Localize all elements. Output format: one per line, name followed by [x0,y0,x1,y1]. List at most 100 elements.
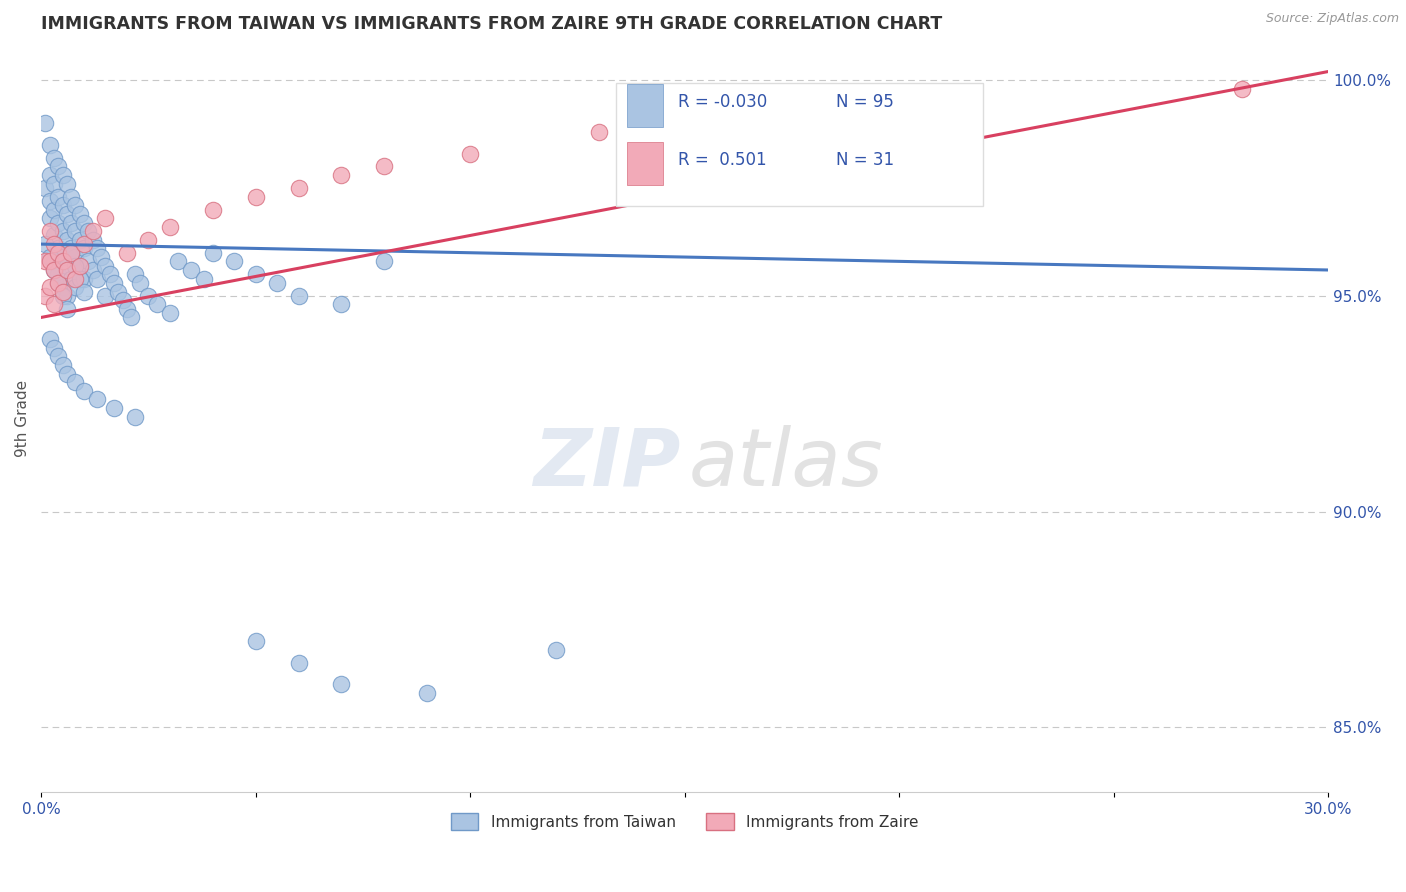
Point [82,224,104,238]
Point [56,207,79,221]
Point [167,254,190,268]
Point [38,137,60,152]
Point [46,160,69,174]
Point [46,245,69,260]
Point [245,634,267,648]
Point [34,254,56,268]
Point [42,228,65,243]
Point [46,189,69,203]
Point [51,198,73,212]
Point [111,293,134,308]
Point [245,189,267,203]
Point [73,241,96,255]
Point [46,268,69,282]
Point [69,207,91,221]
Point [69,271,91,285]
Point [120,310,142,325]
Point [46,276,69,290]
Point [77,224,100,238]
Text: atlas: atlas [689,425,883,502]
Point [138,233,160,247]
Point [65,271,87,285]
Point [115,301,138,316]
Point [1232,82,1254,96]
Point [588,125,610,139]
Point [38,280,60,294]
Point [65,224,87,238]
Point [287,656,309,670]
Point [201,245,224,260]
Point [42,263,65,277]
Point [60,245,83,260]
FancyBboxPatch shape [627,142,662,186]
Point [544,642,567,657]
Point [94,211,117,226]
Point [124,268,146,282]
Point [94,289,117,303]
Point [146,297,169,311]
Point [266,276,288,290]
Point [56,233,79,247]
Point [56,177,79,191]
Point [86,241,108,255]
Point [373,160,395,174]
Point [330,297,353,311]
Point [73,215,96,229]
FancyBboxPatch shape [627,84,662,127]
Text: N = 31: N = 31 [837,151,894,169]
Point [86,392,108,407]
Point [51,250,73,264]
Point [60,245,83,260]
Point [38,224,60,238]
Text: N = 95: N = 95 [837,93,894,111]
Point [34,116,56,130]
Point [65,259,87,273]
Point [107,285,129,299]
Point [42,177,65,191]
Point [51,289,73,303]
Text: IMMIGRANTS FROM TAIWAN VS IMMIGRANTS FROM ZAIRE 9TH GRADE CORRELATION CHART: IMMIGRANTS FROM TAIWAN VS IMMIGRANTS FRO… [41,15,942,33]
Point [82,263,104,277]
Point [56,289,79,303]
Text: ZIP: ZIP [533,425,681,502]
Point [34,237,56,252]
Point [193,271,215,285]
Point [51,254,73,268]
Point [46,215,69,229]
Point [65,280,87,294]
Point [51,285,73,299]
Point [245,268,267,282]
Point [416,686,439,700]
Point [56,301,79,316]
Point [159,306,181,320]
Point [65,198,87,212]
Point [330,677,353,691]
Point [65,375,87,389]
Point [458,146,481,161]
Point [138,289,160,303]
Text: Source: ZipAtlas.com: Source: ZipAtlas.com [1265,12,1399,25]
Point [42,297,65,311]
Point [128,276,150,290]
Point [34,181,56,195]
Point [224,254,246,268]
Point [38,332,60,346]
Point [287,181,309,195]
Point [51,280,73,294]
Point [201,202,224,217]
Text: R =  0.501: R = 0.501 [678,151,766,169]
Point [73,271,96,285]
Point [86,271,108,285]
Point [180,263,202,277]
Point [56,367,79,381]
Point [90,250,112,264]
Point [38,250,60,264]
Point [115,245,138,260]
Point [69,233,91,247]
Point [159,219,181,234]
Point [51,224,73,238]
Text: R = -0.030: R = -0.030 [678,93,768,111]
Point [46,241,69,255]
Point [34,289,56,303]
Point [38,194,60,208]
